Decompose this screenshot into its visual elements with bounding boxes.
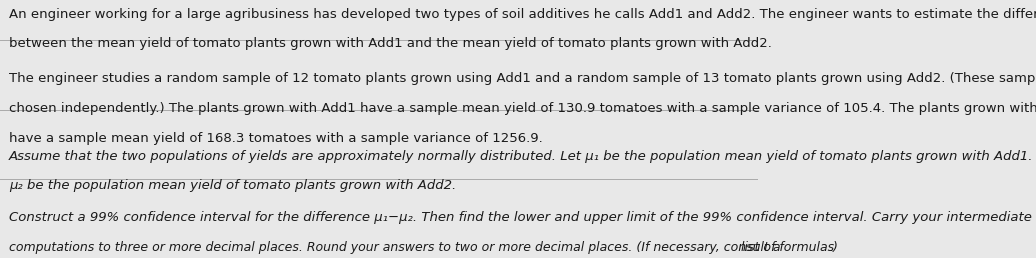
Text: between the mean yield of tomato plants grown with Add1 and the mean yield of to: between the mean yield of tomato plants … <box>9 37 772 50</box>
Text: μ₂ be the population mean yield of tomato plants grown with Add2.: μ₂ be the population mean yield of tomat… <box>9 179 456 192</box>
Text: chosen independently.) The plants grown with Add1 have a sample mean yield of 13: chosen independently.) The plants grown … <box>9 102 1036 115</box>
Text: computations to three or more decimal places. Round your answers to two or more : computations to three or more decimal pl… <box>9 241 784 254</box>
Text: have a sample mean yield of 168.3 tomatoes with a sample variance of 1256.9.: have a sample mean yield of 168.3 tomato… <box>9 132 543 144</box>
Text: Construct a 99% confidence interval for the difference μ₁−μ₂. Then find the lowe: Construct a 99% confidence interval for … <box>9 212 1032 224</box>
Text: The engineer studies a random sample of 12 tomato plants grown using Add1 and a : The engineer studies a random sample of … <box>9 72 1036 85</box>
Text: .): .) <box>829 241 838 254</box>
Text: list of formulas: list of formulas <box>742 241 834 254</box>
Text: Assume that the two populations of yields are approximately normally distributed: Assume that the two populations of yield… <box>9 150 1036 163</box>
Text: An engineer working for a large agribusiness has developed two types of soil add: An engineer working for a large agribusi… <box>9 8 1036 21</box>
